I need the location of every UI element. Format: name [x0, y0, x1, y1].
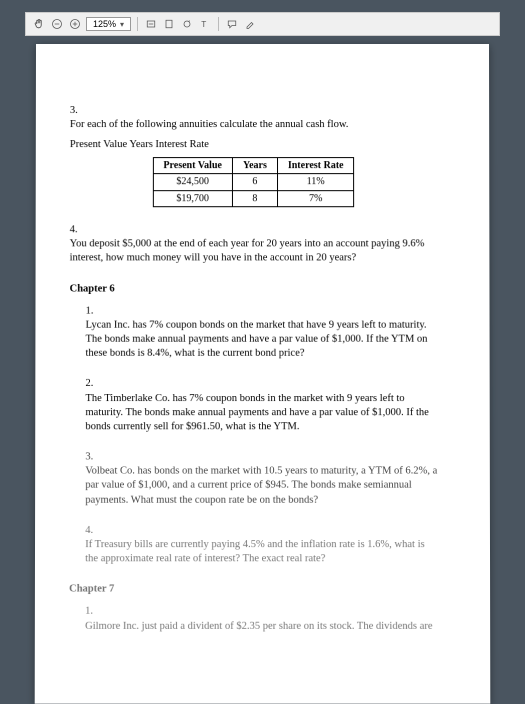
question-3: 3. For each of the following annuities c…	[70, 104, 456, 207]
svg-text:T: T	[201, 20, 206, 29]
cell: 7%	[277, 190, 354, 207]
toolbar-divider	[218, 17, 219, 31]
rotate-icon[interactable]	[180, 17, 194, 31]
highlight-icon[interactable]	[243, 17, 257, 31]
question-text: For each of the following annuities calc…	[70, 118, 438, 207]
question-text: You deposit $5,000 at the end of each ye…	[70, 237, 438, 265]
chapter-heading: Chapter 6	[70, 282, 456, 296]
cell: 8	[232, 190, 277, 207]
question-number: 4.	[70, 223, 86, 237]
chapter7-questions: 1. Gilmore Inc. just paid a divident of …	[69, 605, 456, 634]
question-number: 3.	[85, 450, 101, 464]
ch6-question-1: 1. Lycan Inc. has 7% coupon bonds on the…	[86, 304, 456, 361]
question-number: 1.	[86, 304, 102, 318]
question-number: 4.	[85, 524, 101, 538]
col-header: Present Value	[153, 157, 233, 174]
question-body-text: For each of the following annuities calc…	[70, 119, 349, 130]
question-text: The Timberlake Co. has 7% coupon bonds i…	[85, 392, 437, 435]
question-text: Gilmore Inc. just paid a divident of $2.…	[85, 619, 438, 633]
chapter-heading: Chapter 7	[69, 583, 456, 597]
cell: 6	[232, 174, 277, 191]
toolbar-divider	[137, 17, 138, 31]
col-header: Years	[232, 157, 277, 174]
table-row: $19,700 8 7%	[153, 190, 354, 207]
question-number: 1.	[85, 605, 101, 619]
ch6-question-2: 2. The Timberlake Co. has 7% coupon bond…	[85, 377, 455, 434]
col-header: Interest Rate	[277, 157, 354, 174]
ch6-question-4: 4. If Treasury bills are currently payin…	[85, 524, 456, 567]
cell: $24,500	[153, 174, 233, 191]
fit-width-icon[interactable]	[144, 17, 158, 31]
fit-page-icon[interactable]	[162, 17, 176, 31]
ch7-question-1: 1. Gilmore Inc. just paid a divident of …	[85, 605, 456, 634]
hand-tool-icon[interactable]	[32, 17, 46, 31]
zoom-out-icon[interactable]	[50, 17, 64, 31]
zoom-in-icon[interactable]	[68, 17, 82, 31]
table-header-row: Present Value Years Interest Rate	[153, 157, 354, 174]
ch6-question-3: 3. Volbeat Co. has bonds on the market w…	[85, 450, 455, 507]
zoom-value: 125%	[93, 19, 116, 29]
question-number: 3.	[70, 104, 86, 118]
cell: 11%	[277, 174, 354, 191]
chapter6-questions: 1. Lycan Inc. has 7% coupon bonds on the…	[69, 304, 456, 566]
table-label: Present Value Years Interest Rate	[70, 138, 437, 152]
document-page: 3. For each of the following annuities c…	[35, 44, 491, 704]
comment-icon[interactable]	[225, 17, 239, 31]
question-text: Volbeat Co. has bonds on the market with…	[85, 465, 437, 508]
annuity-table: Present Value Years Interest Rate $24,50…	[152, 157, 354, 208]
text-tool-icon[interactable]: T	[198, 17, 212, 31]
question-text: Lycan Inc. has 7% coupon bonds on the ma…	[86, 318, 438, 361]
table-row: $24,500 6 11%	[153, 174, 354, 191]
question-4: 4. You deposit $5,000 at the end of each…	[70, 223, 456, 266]
cell: $19,700	[153, 190, 233, 207]
question-number: 2.	[85, 377, 101, 391]
question-text: If Treasury bills are currently paying 4…	[85, 538, 438, 567]
pdf-toolbar: 125% T	[25, 12, 500, 36]
zoom-level-select[interactable]: 125%	[86, 17, 131, 31]
